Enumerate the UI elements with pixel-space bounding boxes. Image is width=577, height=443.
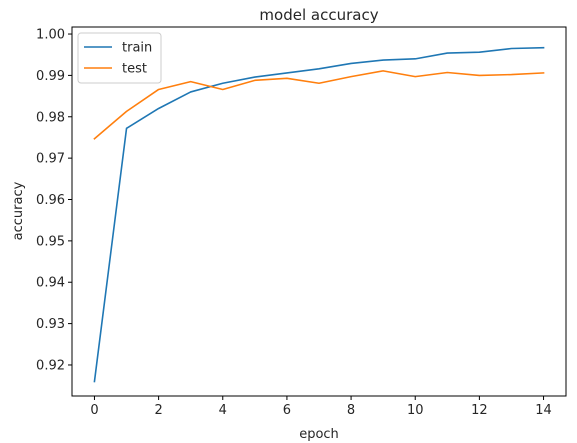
x-axis-label: epoch	[299, 427, 339, 442]
y-tick-label: 0.99	[36, 69, 65, 84]
x-axis-ticks: 0 2 4 6 8 10 12 14	[90, 396, 552, 418]
x-tick-label: 8	[347, 403, 355, 418]
x-tick-label: 0	[90, 403, 98, 418]
series-line-train	[93, 46, 545, 383]
legend-label-train: train	[122, 41, 152, 56]
y-axis-label: accuracy	[11, 181, 26, 240]
y-tick-label: 0.95	[36, 234, 65, 249]
series-lines	[93, 46, 545, 383]
x-tick-label: 6	[283, 403, 291, 418]
chart-title: model accuracy	[259, 6, 378, 24]
plot-area	[71, 26, 567, 397]
x-tick-label: 4	[219, 403, 227, 418]
legend: train test	[77, 32, 162, 84]
y-tick-label: 0.93	[36, 317, 65, 332]
x-tick-label: 10	[407, 403, 424, 418]
y-tick-label: 0.96	[36, 193, 65, 208]
y-tick-label: 0.98	[36, 110, 65, 125]
x-tick-label: 14	[535, 403, 552, 418]
series-line-test	[93, 70, 545, 140]
legend-items: train test	[84, 41, 152, 77]
legend-box	[77, 32, 162, 84]
x-tick-label: 2	[154, 403, 162, 418]
y-tick-label: 0.97	[36, 152, 65, 167]
y-tick-label: 0.94	[36, 276, 65, 291]
x-tick-label: 12	[471, 403, 488, 418]
y-tick-label: 0.92	[36, 358, 65, 373]
y-tick-label: 1.00	[36, 28, 65, 43]
legend-label-test: test	[122, 62, 147, 77]
y-axis-ticks: 0.92 0.93 0.94 0.95 0.96 0.97 0.98 0.99 1.00	[36, 28, 72, 373]
axes-frame	[71, 26, 567, 397]
